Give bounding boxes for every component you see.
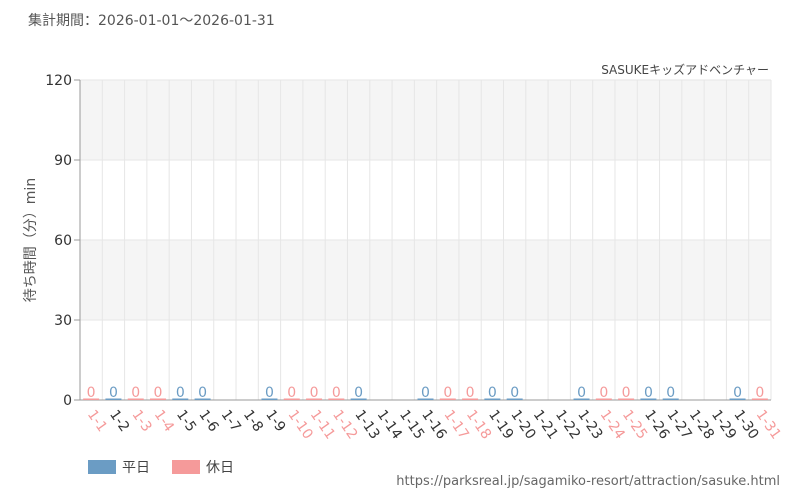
bar <box>640 398 657 400</box>
bar <box>506 398 523 400</box>
y-tick-label: 90 <box>54 153 72 169</box>
bar-value-label: 0 <box>733 385 742 401</box>
x-tick-label: 1-2 <box>106 407 132 435</box>
legend-swatch-holiday <box>172 460 200 474</box>
legend-label-weekday: 平日 <box>122 460 150 476</box>
bar-value-label: 0 <box>577 385 586 401</box>
bar <box>127 398 144 400</box>
bar <box>150 398 167 400</box>
bar <box>751 398 768 400</box>
y-tick-label: 120 <box>45 73 72 89</box>
x-tick-label: 1-7 <box>218 407 244 435</box>
bar <box>595 398 612 400</box>
x-tick-label: 1-6 <box>195 407 221 435</box>
y-tick-label: 60 <box>54 233 72 249</box>
bar-value-label: 0 <box>466 385 475 401</box>
y-tick-labels: 0 30 60 90 120 <box>45 73 80 409</box>
bar <box>261 398 278 400</box>
bar-value-label: 0 <box>510 385 519 401</box>
bar <box>328 398 345 400</box>
bar-value-label: 0 <box>154 385 163 401</box>
bar-value-label: 0 <box>109 385 118 401</box>
bar <box>417 398 434 400</box>
x-tick-label: 1-4 <box>151 407 177 435</box>
source-url[interactable]: https://parksreal.jp/sagamiko-resort/att… <box>396 474 780 489</box>
bar-value-label: 0 <box>622 385 631 401</box>
x-tick-label: 1-3 <box>128 407 154 435</box>
bar <box>83 398 100 400</box>
bar <box>439 398 456 400</box>
legend-swatch-weekday <box>88 460 116 474</box>
bar-value-label: 0 <box>310 385 319 401</box>
bar-value-label: 0 <box>599 385 608 401</box>
x-tick-label: 1-5 <box>173 407 199 435</box>
bar-value-label: 0 <box>176 385 185 401</box>
bar-value-label: 0 <box>87 385 96 401</box>
bar <box>573 398 590 400</box>
y-tick-label: 0 <box>63 393 72 409</box>
bar-value-label: 0 <box>443 385 452 401</box>
bar-value-label: 0 <box>332 385 341 401</box>
x-tick-labels: 1-11-21-31-41-51-61-71-81-91-101-111-121… <box>84 407 784 442</box>
y-axis-label: 待ち時間（分）min <box>23 178 39 302</box>
grid-band <box>80 80 771 160</box>
bar-value-label: 0 <box>198 385 207 401</box>
y-tick-label: 30 <box>54 313 72 329</box>
bar <box>484 398 501 400</box>
legend: 平日 休日 <box>88 457 256 477</box>
bar <box>105 398 122 400</box>
grid-band <box>80 240 771 320</box>
x-tick-label: 1-8 <box>240 407 266 435</box>
bar <box>172 398 189 400</box>
bar-value-label: 0 <box>421 385 430 401</box>
bar-value-label: 0 <box>644 385 653 401</box>
bar <box>350 398 367 400</box>
bar <box>283 398 300 400</box>
bar-value-label: 0 <box>287 385 296 401</box>
chart-title: SASUKEキッズアドベンチャー <box>601 62 769 77</box>
x-tick-label: 1-31 <box>753 407 784 442</box>
bar <box>306 398 323 400</box>
bar <box>729 398 746 400</box>
bar <box>662 398 679 400</box>
bar <box>618 398 635 400</box>
legend-item-weekday[interactable]: 平日 <box>88 457 150 477</box>
bar-value-label: 0 <box>488 385 497 401</box>
bar <box>194 398 211 400</box>
x-tick-label: 1-1 <box>84 407 110 435</box>
bar-value-label: 0 <box>354 385 363 401</box>
bar-value-label: 0 <box>755 385 764 401</box>
background-bands <box>80 80 771 320</box>
bar <box>462 398 479 400</box>
bar-value-label: 0 <box>666 385 675 401</box>
bar-value-label: 0 <box>131 385 140 401</box>
period-label: 集計期間：2026-01-01～2026-01-31 <box>28 13 275 29</box>
bar-value-label: 0 <box>265 385 274 401</box>
legend-item-holiday[interactable]: 休日 <box>172 457 234 477</box>
legend-label-holiday: 休日 <box>206 460 234 476</box>
x-tick-label: 1-9 <box>262 407 288 435</box>
